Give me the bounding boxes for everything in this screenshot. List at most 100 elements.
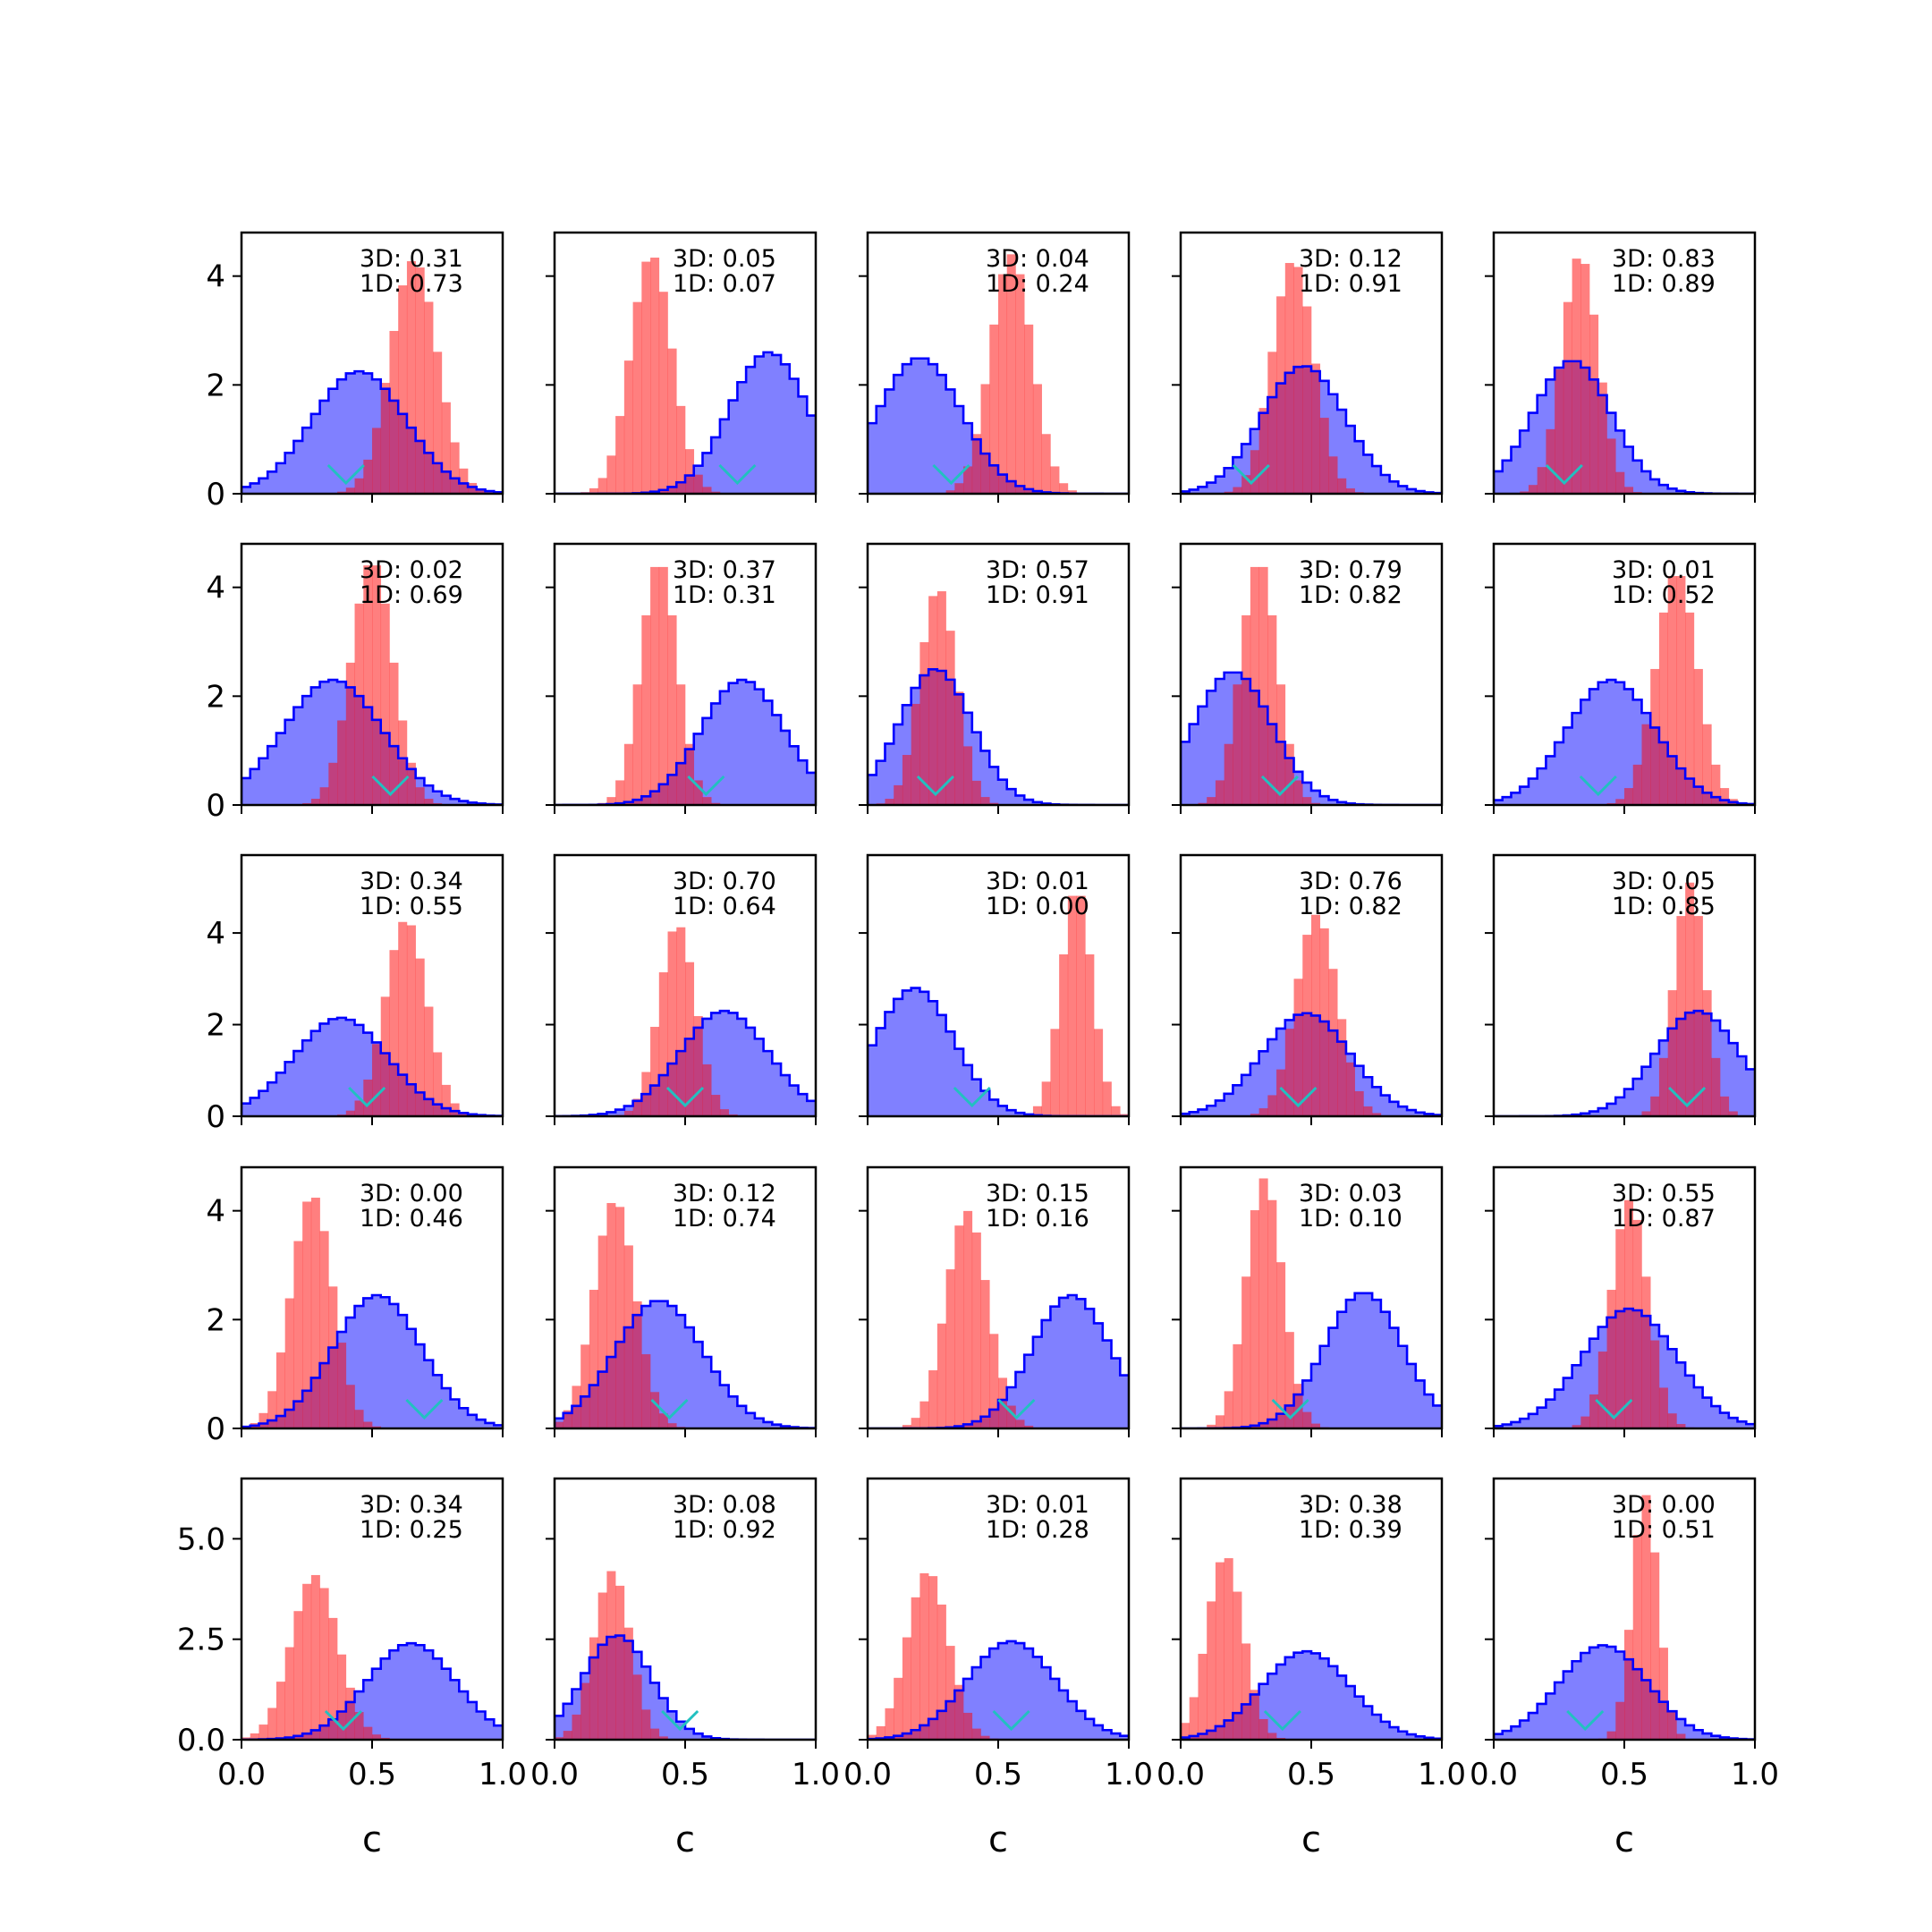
red-histogram-bar	[971, 1232, 981, 1428]
blue-histogram-fill	[1494, 680, 1755, 805]
plot-area	[242, 1198, 503, 1428]
red-histogram-bar	[911, 1418, 920, 1428]
red-histogram-bar	[1233, 1343, 1242, 1428]
label-3d: 3D: 0.37	[673, 556, 776, 584]
red-histogram-bar	[363, 1726, 373, 1740]
red-histogram-bar	[650, 566, 660, 805]
blue-histogram-fill	[242, 1643, 503, 1740]
blue-histogram-outline	[1181, 1649, 1442, 1740]
red-histogram-bar	[1250, 1114, 1259, 1116]
red-histogram-bar	[1650, 668, 1660, 805]
y-tick-label: 2	[206, 1008, 225, 1044]
y-tick-label: 2	[206, 1302, 225, 1338]
blue-histogram-fill	[868, 1640, 1129, 1740]
y-tick-label: 4	[206, 1194, 225, 1230]
red-histogram-bar	[702, 797, 712, 805]
red-histogram-bar	[345, 662, 355, 805]
estimate-marker	[371, 775, 410, 797]
x-tick-label: 0.0	[1470, 1757, 1518, 1792]
red-histogram-bar	[632, 1098, 642, 1116]
label-3d: 3D: 0.31	[360, 245, 463, 273]
red-histogram-bar	[1711, 1057, 1721, 1116]
estimate-marker	[650, 1398, 689, 1420]
red-histogram-bar	[1624, 788, 1634, 805]
red-histogram-bar	[1337, 478, 1347, 494]
red-histogram-bar	[1345, 1062, 1355, 1116]
red-histogram-bar	[1224, 743, 1233, 805]
red-histogram-bar	[1606, 1290, 1616, 1428]
label-1d: 1D: 0.16	[986, 1205, 1089, 1233]
red-histogram-bar	[597, 1235, 607, 1428]
plot-area	[1181, 566, 1442, 805]
red-histogram-bar	[1658, 1057, 1668, 1116]
red-histogram-bar	[450, 442, 460, 494]
red-histogram-bar	[693, 474, 703, 494]
red-histogram-bar	[945, 1269, 955, 1428]
blue-histogram-outline	[1181, 1012, 1442, 1116]
red-histogram-bar	[293, 1241, 303, 1428]
red-histogram-bar	[1050, 1029, 1060, 1116]
red-histogram-bar	[1041, 1081, 1051, 1116]
label-3d: 3D: 0.02	[360, 556, 463, 584]
label-3d: 3D: 0.01	[986, 1491, 1089, 1519]
red-histogram-bar	[615, 1207, 625, 1428]
x-tick-label: 0.0	[217, 1757, 266, 1792]
red-histogram-bar	[275, 1352, 285, 1428]
x-tick-label: 1.0	[479, 1757, 527, 1792]
red-histogram-bar	[667, 1423, 677, 1428]
red-histogram-bar	[1267, 1199, 1277, 1428]
estimate-marker	[992, 1709, 1030, 1732]
red-histogram-bar	[1311, 363, 1321, 494]
plot-area	[1181, 914, 1442, 1116]
plot-area	[1494, 1495, 1755, 1740]
red-histogram-bar	[980, 1280, 990, 1428]
red-histogram-bar	[433, 1052, 443, 1116]
label-3d: 3D: 0.79	[1299, 556, 1402, 584]
red-histogram-bar	[1354, 1090, 1364, 1116]
red-histogram-bar	[398, 921, 408, 1116]
x-tick-label: 1.0	[1731, 1757, 1779, 1792]
red-histogram-bar	[667, 931, 677, 1116]
red-histogram-bar	[372, 1044, 382, 1116]
red-histogram-bar	[623, 1110, 633, 1116]
red-histogram-bar	[989, 324, 999, 494]
red-histogram-bar	[380, 383, 390, 494]
label-1d: 1D: 0.64	[673, 893, 776, 920]
blue-histogram-fill	[555, 680, 816, 805]
x-tick-label: 0.5	[1600, 1757, 1648, 1792]
label-3d: 3D: 0.15	[986, 1180, 1089, 1208]
estimate-marker	[661, 1709, 699, 1732]
red-histogram-bar	[372, 565, 382, 805]
red-histogram-bar	[623, 743, 633, 805]
red-histogram-bar	[623, 1627, 633, 1740]
red-histogram-bar	[589, 1290, 598, 1428]
x-tick-label: 0.0	[1157, 1757, 1205, 1792]
x-tick-label: 1.0	[1418, 1757, 1466, 1792]
blue-histogram-fill	[868, 358, 1129, 494]
red-histogram-bar	[693, 780, 703, 805]
blue-histogram-outline	[1494, 678, 1755, 805]
red-histogram-bar	[1241, 614, 1251, 805]
red-histogram-bar	[1284, 1332, 1294, 1428]
red-histogram-bar	[363, 459, 373, 494]
red-histogram-bar	[1276, 1069, 1286, 1116]
label-1d: 1D: 0.89	[1612, 270, 1716, 298]
red-histogram-bar	[328, 1617, 338, 1740]
y-tick-label: 5.0	[177, 1521, 225, 1557]
red-histogram-bar	[250, 1733, 259, 1740]
label-1d: 1D: 0.92	[673, 1516, 776, 1544]
red-histogram-bar	[1311, 1423, 1321, 1428]
red-histogram-bar	[1363, 1106, 1373, 1116]
red-histogram-bar	[911, 703, 920, 805]
red-histogram-bar	[406, 762, 416, 805]
red-histogram-bar	[650, 1027, 660, 1116]
red-histogram-bar	[1632, 1219, 1642, 1428]
red-histogram-bar	[980, 797, 990, 805]
red-histogram-bar	[1667, 576, 1677, 805]
